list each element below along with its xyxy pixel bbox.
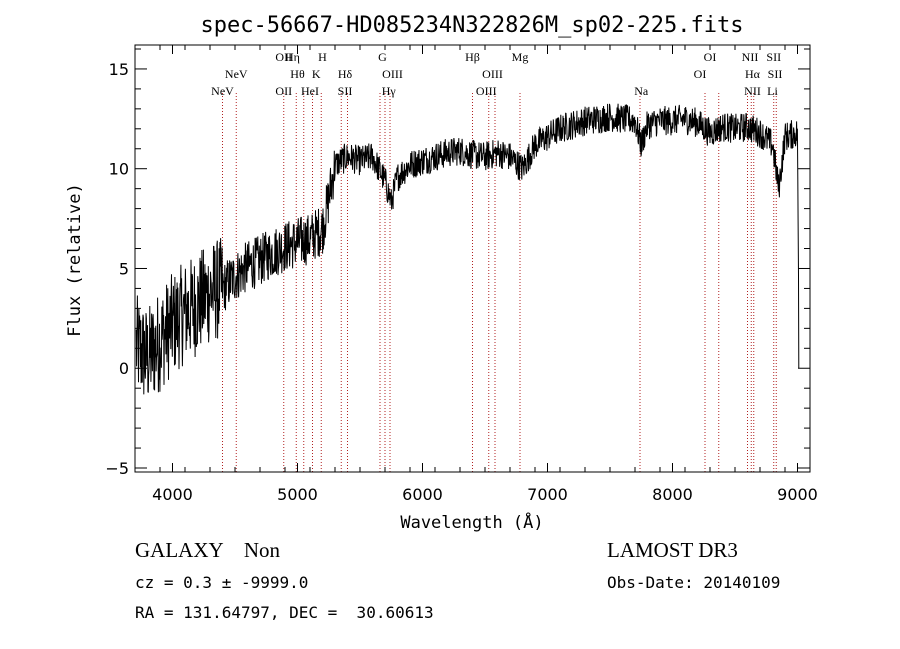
spectral-line-label: OI: [704, 50, 717, 64]
survey-name: LAMOST DR3: [607, 538, 738, 562]
spectral-line-label: SII: [338, 84, 353, 98]
spectral-line-label: Hγ: [382, 84, 397, 98]
spectral-line-label: Hα: [745, 67, 761, 81]
spectral-line-label: Li: [767, 84, 778, 98]
spectral-line-label: OII: [275, 84, 292, 98]
x-tick-label: 4000: [152, 485, 193, 504]
spectrum-line: [135, 103, 800, 395]
y-tick-label: 0: [119, 359, 129, 378]
spectral-line-label: Hη: [285, 50, 300, 64]
chart-title: spec-56667-HD085234N322826M_sp02-225.fit…: [200, 13, 743, 38]
spectral-line-label: HeI: [301, 84, 319, 98]
spectral-line-label: SII: [768, 67, 783, 81]
x-tick-label: 9000: [777, 485, 818, 504]
y-tick-label: 5: [119, 259, 129, 278]
spectral-line-label: OIII: [482, 67, 503, 81]
x-tick-label: 6000: [402, 485, 443, 504]
spectral-line-label: NeV: [225, 67, 248, 81]
x-tick-label: 8000: [652, 485, 693, 504]
spectral-line-label: Hδ: [338, 67, 353, 81]
x-tick-label: 5000: [277, 485, 318, 504]
spectral-line-label: Mg: [512, 50, 529, 64]
object-class: GALAXY Non: [135, 538, 281, 562]
y-axis-label: Flux (relative): [65, 183, 85, 337]
spectral-line-label: OIII: [476, 84, 497, 98]
x-axis-label: Wavelength (Å): [400, 511, 543, 533]
spectral-line-label: NeV: [211, 84, 234, 98]
spectral-line-label: OIII: [382, 67, 403, 81]
x-tick-label: 7000: [527, 485, 568, 504]
plot-frame: [134, 44, 811, 473]
spectral-line-label: NII: [742, 50, 759, 64]
spectral-line-label: NII: [744, 84, 761, 98]
spectral-line-label: OI: [694, 67, 707, 81]
axis-ticks: 4000 5000 6000 7000 8000 9000 −5 0 5 10 15: [105, 45, 818, 504]
spectral-line-label: H: [318, 50, 327, 64]
y-tick-label: 15: [109, 60, 129, 79]
obs-date: Obs-Date: 20140109: [607, 573, 781, 592]
spectral-line-label: K: [312, 67, 321, 81]
spectral-line-label: Hβ: [465, 50, 480, 64]
spectral-line-label: Hθ: [290, 67, 305, 81]
spectral-line-label: SII: [766, 50, 781, 64]
spectral-line-label: Na: [634, 84, 649, 98]
y-tick-label: −5: [105, 459, 129, 478]
spectral-line-label: OII: [275, 50, 292, 64]
y-tick-label: 10: [109, 160, 129, 179]
coordinates: RA = 131.64797, DEC = 30.60613: [135, 603, 434, 622]
spectral-line-label: G: [378, 50, 387, 64]
redshift-cz: cz = 0.3 ± -9999.0: [135, 573, 309, 592]
